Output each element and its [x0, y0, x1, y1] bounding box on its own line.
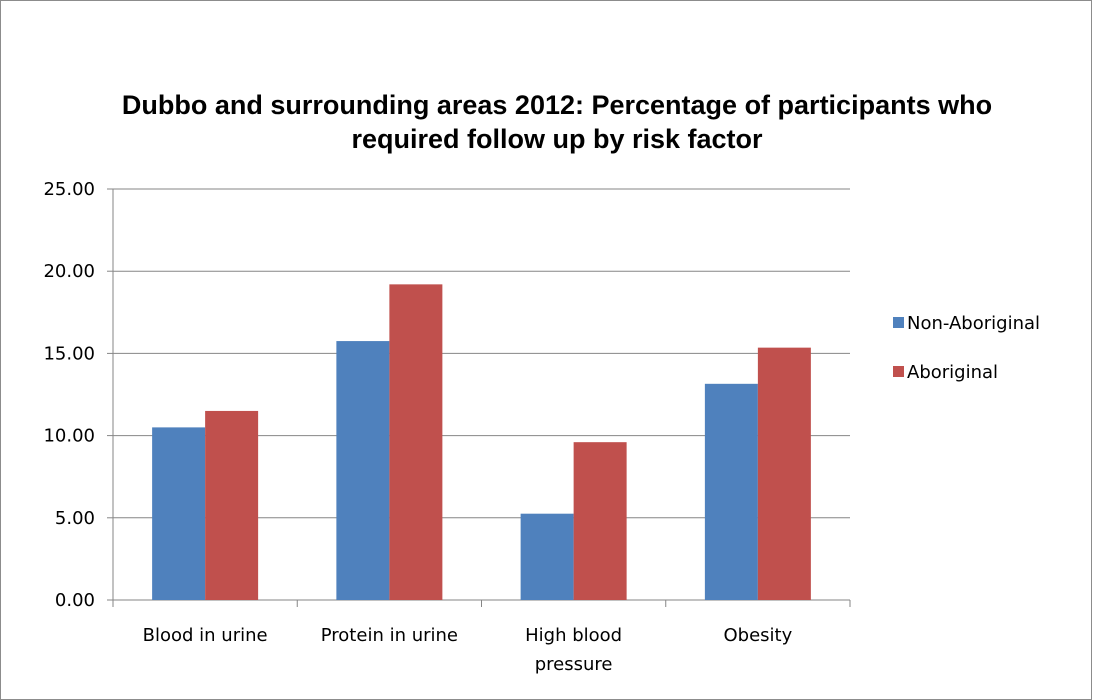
x-category-label: Obesity: [723, 625, 792, 646]
y-tick-label: 0.00: [55, 590, 95, 611]
chart-title: Dubbo and surrounding areas 2012: Percen…: [20, 88, 1094, 156]
chart-title-line-1: Dubbo and surrounding areas 2012: Percen…: [121, 90, 993, 120]
bar-aboriginal-3: [757, 347, 811, 600]
bar-non-aboriginal-2: [520, 513, 574, 600]
bar-non-aboriginal-3: [704, 383, 758, 600]
bar-non-aboriginal-1: [336, 341, 390, 600]
legend-label-aboriginal: Aboriginal: [907, 362, 998, 383]
y-tick-label: 20.00: [43, 261, 95, 282]
chart-title-line-2: required follow up by risk factor: [351, 124, 763, 154]
x-category-label: Protein in urine: [321, 625, 458, 646]
legend-swatch-aboriginal: [893, 366, 904, 377]
bar-aboriginal-0: [205, 410, 259, 600]
legend-swatch-non-aboriginal: [893, 317, 904, 328]
y-tick-label: 10.00: [43, 426, 95, 447]
bar-aboriginal-2: [573, 442, 627, 600]
bar-aboriginal-1: [389, 284, 443, 600]
y-tick-label: 5.00: [55, 508, 95, 529]
x-category-label: High blood: [525, 625, 622, 646]
x-category-label: Blood in urine: [143, 625, 268, 646]
legend-label-non-aboriginal: Non-Aboriginal: [907, 313, 1040, 334]
y-tick-label: 15.00: [43, 343, 95, 364]
bar-non-aboriginal-0: [152, 427, 206, 600]
y-tick-label: 25.00: [43, 179, 95, 200]
x-category-label: pressure: [535, 654, 613, 675]
